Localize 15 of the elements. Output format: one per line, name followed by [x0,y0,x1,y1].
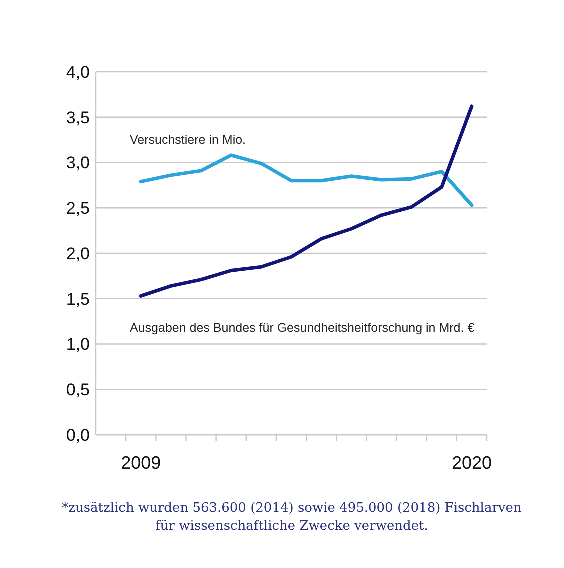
y-tick-label: 2,5 [66,199,90,218]
y-tick-label: 2,0 [66,244,90,264]
y-tick-label: 1,5 [66,290,90,309]
x-tick-label: 2009 [121,453,162,473]
y-tick-label: 4,0 [66,62,90,82]
series-label: Versuchstiere in Mio. [130,132,246,147]
y-tick-label: 0,0 [66,426,90,445]
text: Ausgaben des Bundes für Gesundheitsheitforschung in Mrd. € [130,321,475,336]
y-tick-label: 3,5 [66,108,90,128]
line-series [139,154,474,208]
x-tick-label: 2020 [452,453,492,473]
text: *zusätzlich wurden 563.600 (2014) sowie 495.000 (2018) Fischlarven für wissenschaftliche Zwecke verwendet. [62,501,522,534]
y-tick-label: 3,0 [66,154,90,173]
y-tick-label: 1,0 [66,335,90,354]
y-tick-label: 0,5 [66,380,90,400]
